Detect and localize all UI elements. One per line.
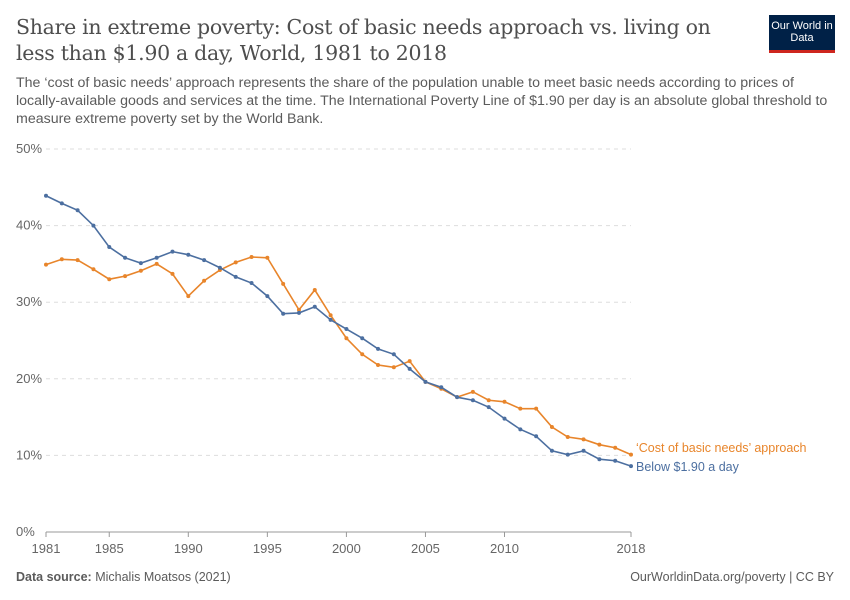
data-point — [170, 271, 175, 276]
x-tick-label: 2010 — [490, 541, 519, 556]
data-point — [107, 277, 112, 282]
data-point — [470, 389, 475, 394]
source-text[interactable]: Michalis Moatsos (2021) — [95, 570, 231, 584]
data-point — [91, 267, 96, 272]
data-point — [376, 363, 381, 368]
data-point — [75, 258, 80, 263]
data-point — [59, 257, 64, 262]
data-point — [233, 274, 238, 279]
data-point — [202, 258, 207, 263]
data-point — [549, 448, 554, 453]
data-point — [123, 255, 128, 260]
data-point — [613, 445, 618, 450]
data-point — [186, 294, 191, 299]
data-point — [296, 310, 301, 315]
data-point — [296, 307, 301, 312]
data-point — [281, 281, 286, 286]
x-tick-label: 2018 — [617, 541, 646, 556]
x-tick-label: 2005 — [411, 541, 440, 556]
data-point — [407, 359, 412, 364]
owid-logo[interactable]: Our World in Data — [769, 15, 835, 53]
data-point — [470, 398, 475, 403]
data-point — [202, 278, 207, 283]
data-point — [360, 352, 365, 357]
data-point — [59, 201, 64, 206]
data-point — [565, 452, 570, 457]
x-tick-label: 1990 — [174, 541, 203, 556]
data-point — [486, 398, 491, 403]
x-tick-label: 1981 — [32, 541, 61, 556]
data-point — [455, 395, 460, 400]
data-point — [391, 352, 396, 357]
data-point — [312, 304, 317, 309]
data-point — [423, 379, 428, 384]
data-point — [138, 268, 143, 273]
data-point — [581, 437, 586, 442]
data-point — [581, 448, 586, 453]
y-tick-label: 50% — [16, 141, 42, 156]
chart-title: Share in extreme poverty: Cost of basic … — [16, 15, 711, 65]
data-point — [91, 223, 96, 228]
series-label: ‘Cost of basic needs’ approach — [636, 441, 807, 455]
data-point — [502, 416, 507, 421]
x-tick-label: 1985 — [95, 541, 124, 556]
data-point — [502, 399, 507, 404]
data-point — [265, 255, 270, 260]
data-point — [154, 261, 159, 266]
data-point — [518, 427, 523, 432]
data-point — [186, 252, 191, 257]
data-point — [629, 452, 633, 457]
data-point — [107, 245, 112, 250]
x-tick-label: 2000 — [332, 541, 361, 556]
y-tick-label: 30% — [16, 294, 42, 309]
data-point — [249, 281, 254, 286]
data-point — [565, 435, 570, 440]
data-point — [629, 464, 633, 469]
data-point — [486, 405, 491, 410]
data-point — [534, 406, 539, 411]
y-tick-label: 40% — [16, 218, 42, 233]
y-tick-label: 20% — [16, 371, 42, 386]
data-point — [407, 366, 412, 371]
chart-subtitle: The ‘cost of basic needs’ approach repre… — [16, 75, 828, 127]
data-point — [328, 317, 333, 322]
data-point — [154, 255, 159, 260]
source-label: Data source: — [16, 570, 92, 584]
data-point — [217, 265, 222, 270]
data-point — [44, 262, 48, 267]
series-line — [45, 195, 632, 467]
footer-link[interactable]: OurWorldinData.org/poverty | CC BY — [630, 570, 834, 584]
data-point — [360, 336, 365, 341]
data-point — [439, 385, 444, 390]
data-point — [597, 457, 602, 462]
data-point — [391, 365, 396, 370]
y-tick-label: 0% — [16, 524, 35, 539]
series-line — [45, 256, 632, 456]
data-point — [44, 193, 48, 198]
data-point — [312, 287, 317, 292]
data-point — [233, 260, 238, 265]
data-point — [344, 327, 349, 332]
y-tick-label: 10% — [16, 447, 42, 462]
data-point — [344, 336, 349, 341]
data-point — [328, 313, 333, 318]
data-point — [265, 294, 270, 299]
data-point — [170, 249, 175, 254]
data-source: Data source: Michalis Moatsos (2021) — [16, 570, 231, 584]
data-point — [281, 311, 286, 316]
series-label: Below $1.90 a day — [636, 460, 740, 474]
data-point — [549, 425, 554, 430]
data-point — [597, 442, 602, 447]
data-point — [138, 261, 143, 266]
x-tick-label: 1995 — [253, 541, 282, 556]
data-point — [518, 406, 523, 411]
data-point — [75, 208, 80, 213]
data-point — [376, 346, 381, 351]
data-point — [534, 434, 539, 439]
data-point — [249, 255, 254, 260]
data-point — [123, 274, 128, 279]
data-point — [613, 458, 618, 463]
